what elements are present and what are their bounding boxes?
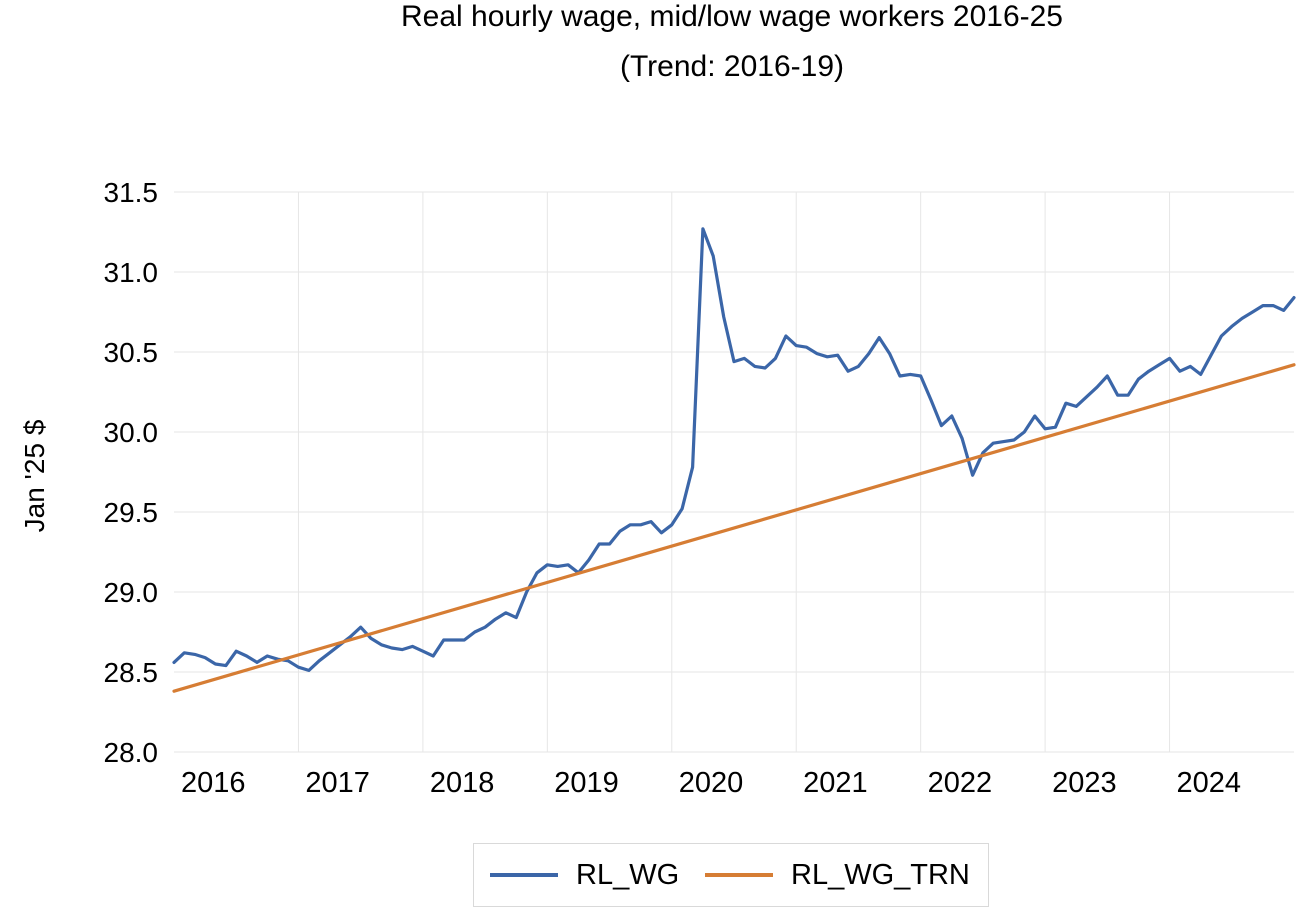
x-tick-label: 2021 xyxy=(803,767,868,799)
y-axis-ticks: 28.0 28.5 29.0 29.5 30.0 30.5 31.0 31.5 xyxy=(104,177,159,768)
y-tick-label: 31.5 xyxy=(104,177,159,208)
legend: RL_WG RL_WG_TRN xyxy=(473,843,989,907)
x-axis-ticks: 2016 2017 2018 2019 2020 2021 2022 2023 2024 xyxy=(181,767,1241,799)
x-tick-label: 2018 xyxy=(430,767,495,799)
y-tick-label: 31.0 xyxy=(104,257,159,288)
chart-subtitle: (Trend: 2016-19) xyxy=(619,50,844,83)
y-tick-label: 28.0 xyxy=(104,737,159,768)
x-tick-label: 2017 xyxy=(305,767,370,799)
legend-label-rl-wg-trn: RL_WG_TRN xyxy=(791,858,970,891)
legend-swatch-rl-wg xyxy=(490,873,558,877)
series-line-rl-wg xyxy=(172,227,1296,673)
x-tick-label: 2016 xyxy=(181,767,246,799)
x-tick-label: 2020 xyxy=(679,767,744,799)
x-tick-label: 2024 xyxy=(1177,767,1242,799)
legend-item-rl-wg: RL_WG xyxy=(490,844,679,906)
y-tick-label: 29.0 xyxy=(104,577,159,608)
x-tick-label: 2019 xyxy=(554,767,619,799)
legend-label-rl-wg: RL_WG xyxy=(576,858,680,891)
x-tick-label: 2022 xyxy=(928,767,993,799)
legend-swatch-rl-wg-trn xyxy=(705,873,773,877)
y-tick-label: 30.0 xyxy=(104,417,159,448)
y-tick-label: 29.5 xyxy=(104,497,159,528)
legend-item-rl-wg-trn: RL_WG_TRN xyxy=(705,844,970,906)
y-axis-label: Jan '25 $ xyxy=(19,419,50,532)
series-lines xyxy=(172,227,1296,693)
grid xyxy=(174,191,1294,753)
y-tick-label: 30.5 xyxy=(104,337,159,368)
y-tick-label: 28.5 xyxy=(104,657,159,688)
series-line-rl-wg-trn xyxy=(172,363,1296,693)
x-tick-label: 2023 xyxy=(1052,767,1117,799)
chart-title: Real hourly wage, mid/low wage workers 2… xyxy=(401,0,1063,33)
